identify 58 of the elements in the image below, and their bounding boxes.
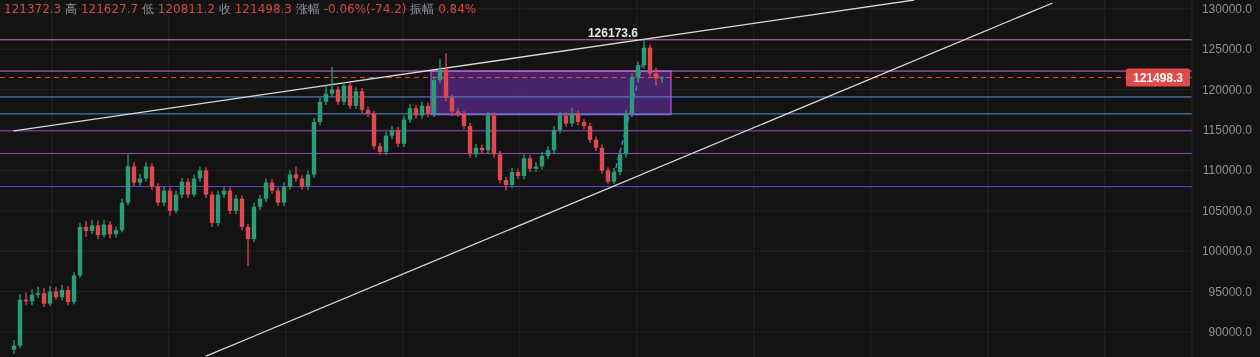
candlestick	[245, 223, 251, 267]
candlestick	[287, 169, 293, 191]
candlestick	[617, 149, 623, 176]
candlestick	[437, 58, 443, 84]
candlestick	[65, 285, 71, 306]
candlestick	[359, 87, 365, 114]
candlestick	[191, 173, 197, 198]
candlestick	[569, 106, 575, 128]
y-tick-label: 125000.0	[1201, 42, 1253, 57]
candlestick	[281, 181, 287, 207]
candlestick	[233, 194, 239, 215]
candlestick	[521, 153, 527, 180]
candlestick	[407, 103, 413, 124]
candlestick	[47, 285, 53, 307]
candlestick	[155, 182, 161, 207]
candlestick	[587, 122, 593, 144]
candlestick	[41, 287, 47, 308]
candlestick	[635, 60, 641, 82]
candlestick	[341, 80, 347, 106]
y-tick-label: 110000.0	[1202, 163, 1253, 178]
candlestick	[95, 219, 101, 240]
candlestick	[131, 161, 137, 188]
y-tick-label: 90000.0	[1208, 324, 1253, 339]
chart-title: 121372.3 高 121627.7 低 120811.2 收 121498.3 涨幅 -0.06%(-74.2) 振幅 0.84%	[4, 2, 477, 16]
candlestick	[173, 189, 179, 214]
y-tick-label: 115000.0	[1202, 123, 1253, 138]
candlestick	[305, 169, 311, 191]
candlestick	[161, 185, 167, 207]
candlestick	[263, 177, 269, 203]
candlestick	[227, 186, 233, 215]
candlestick	[347, 81, 353, 110]
candlestick	[461, 110, 467, 130]
candlestick	[149, 162, 155, 191]
candlestick	[383, 131, 389, 156]
y-tick-label: 105000.0	[1201, 203, 1253, 218]
candlestick	[395, 126, 401, 148]
candlestick	[551, 125, 557, 155]
ref-line-label: 121498.3	[1132, 71, 1184, 86]
candlestick	[167, 186, 173, 217]
candlestick	[503, 176, 509, 192]
y-tick-label: 120000.0	[1201, 82, 1253, 97]
annotation: 126173.6	[587, 25, 639, 40]
candlestick	[275, 186, 281, 207]
candlestick	[185, 177, 191, 199]
y-tick-label: 130000.0	[1201, 1, 1253, 16]
y-tick-label: 100000.0	[1201, 244, 1253, 259]
candlestick	[509, 167, 515, 189]
candlestick	[143, 161, 149, 183]
candlestick	[317, 97, 323, 126]
candlestick	[179, 177, 185, 199]
candlestick	[335, 85, 341, 106]
candlestick	[35, 286, 41, 299]
candlestick	[659, 75, 665, 84]
candlestick	[293, 165, 299, 183]
candlestick	[353, 86, 359, 110]
candlestick	[455, 107, 461, 118]
y-tick-label: 95000.0	[1208, 284, 1253, 299]
candlestick	[533, 161, 539, 173]
